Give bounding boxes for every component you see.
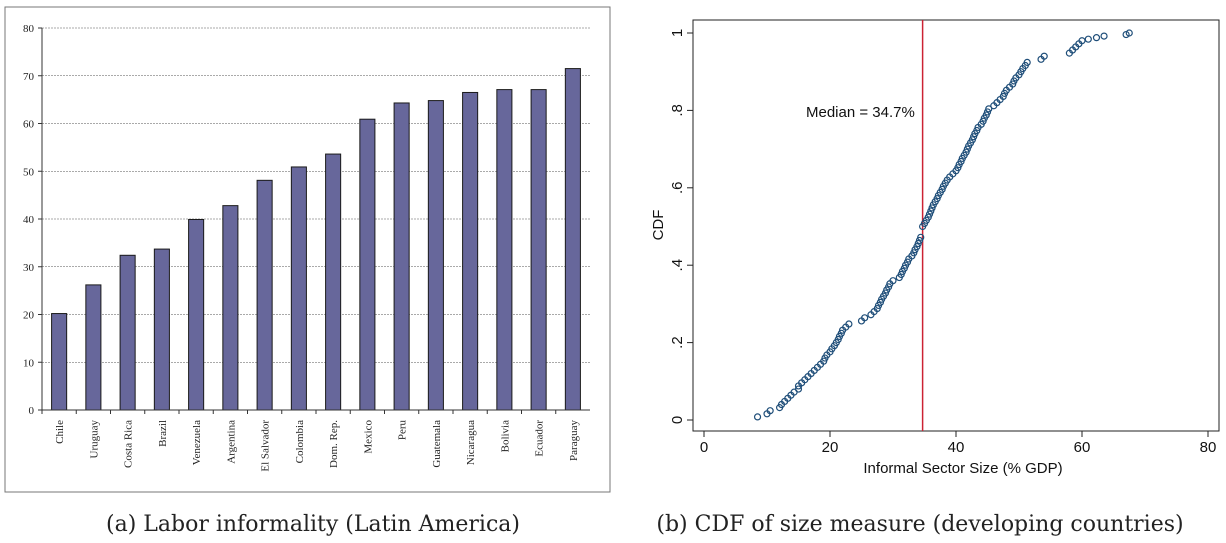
chart-b-points <box>753 29 1133 421</box>
cdf-point <box>1084 35 1092 43</box>
median-annotation: Median = 34.7% <box>806 104 915 121</box>
chart-b-y-tick-label: 1 <box>669 29 686 37</box>
chart-a-frame <box>4 6 611 493</box>
chart-b-x-ticks: 0 20 40 60 80 <box>700 431 1217 456</box>
chart-a-x-tick-label: Guatemala <box>431 420 443 468</box>
chart-b-y-tick-label: .8 <box>669 104 686 117</box>
bar-ecuador <box>530 89 547 411</box>
chart-a-y-ticks: 0 10 20 30 40 50 60 70 80 <box>23 23 42 417</box>
chart-a-x-tick-label: Uruguay <box>88 420 100 459</box>
chart-a-x-tick-label: Nicaragua <box>465 420 477 465</box>
bar-bolivia <box>496 89 513 411</box>
cdf-point <box>1125 29 1133 37</box>
chart-b-y-axis-label: CDF <box>650 210 667 241</box>
cdf-point <box>1040 52 1048 60</box>
chart-b-y-tick-label: 0 <box>669 416 686 424</box>
chart-a-x-tick-label: Argentina <box>225 420 237 464</box>
cdf-point <box>985 105 993 113</box>
bar-venezuela <box>188 218 205 411</box>
chart-a-x-tick-label: Dom. Rep. <box>328 420 340 468</box>
chart-b-y-tick-label: .6 <box>669 182 686 195</box>
chart-b-x-tick-label: 20 <box>822 439 839 456</box>
cdf-point <box>845 320 853 328</box>
panel-cdf-size-measure: 0 20 40 60 80 0 .2 .4 .6 .8 1 Median = 34.7% Info… <box>650 19 1220 477</box>
bar-chile <box>51 313 68 411</box>
bar-brazil <box>153 248 170 411</box>
chart-a-y-tick-label: 30 <box>23 262 35 274</box>
chart-a-y-tick-label: 70 <box>23 71 35 83</box>
chart-b-y-tick-label: .2 <box>669 336 686 349</box>
panel-labor-informality: 0 10 20 30 40 50 60 70 80 Chile Uruguay Costa Rica… <box>4 6 611 493</box>
chart-a-x-tick-label: Mexico <box>362 420 374 454</box>
chart-a-x-tick-label: Ecuador <box>534 420 546 457</box>
chart-b-x-tick-label: 80 <box>1200 439 1217 456</box>
chart-a-x-tick-label: Costa Rica <box>123 420 135 468</box>
bar-colombia <box>290 166 307 411</box>
chart-a-x-tick-label: Chile <box>54 420 66 444</box>
chart-b-x-tick-label: 0 <box>700 439 708 456</box>
chart-a-x-tick-label: El Salvador <box>260 420 272 472</box>
bar-paraguay <box>564 68 581 411</box>
chart-a-y-tick-label: 50 <box>23 166 35 178</box>
chart-a-x-tick-label: Brazil <box>157 420 169 447</box>
chart-b-y-ticks: 0 .2 .4 .6 .8 1 <box>669 29 693 424</box>
bar-uruguay <box>85 284 102 411</box>
chart-b-frame <box>692 19 1220 432</box>
bar-el-salvador <box>256 179 273 411</box>
cdf-point <box>794 385 803 393</box>
chart-a-y-tick-label: 40 <box>23 214 35 226</box>
chart-a-y-tick-label: 60 <box>23 119 35 131</box>
chart-a-x-tick-label: Peru <box>397 420 409 441</box>
cdf-point <box>861 314 869 322</box>
chart-a-x-tick-label: Bolivia <box>499 420 511 453</box>
cdf-point <box>753 413 762 421</box>
chart-a-y-tick-label: 20 <box>23 310 35 322</box>
chart-b-x-axis-label: Informal Sector Size (% GDP) <box>863 460 1062 477</box>
bar-peru <box>393 102 410 411</box>
bar-nicaragua <box>462 91 479 411</box>
cdf-point <box>1092 34 1101 42</box>
bar-guatemala <box>427 100 444 411</box>
bar-argentina <box>222 205 239 411</box>
chart-a-x-tick-label: Paraguay <box>568 420 580 461</box>
cdf-point <box>1023 58 1031 67</box>
chart-b-x-tick-label: 40 <box>948 439 965 456</box>
cdf-point <box>889 277 897 285</box>
chart-a-x-tick-label: Venezuela <box>191 420 203 465</box>
cdf-point <box>1100 32 1108 40</box>
chart-b-y-tick-label: .4 <box>669 259 686 272</box>
bar-costa-rica <box>119 254 136 411</box>
chart-a-y-tick-label: 80 <box>23 23 35 35</box>
chart-a-x-tick-label: Colombia <box>294 420 306 464</box>
chart-b-x-tick-label: 60 <box>1074 439 1091 456</box>
bar-dom-rep <box>325 153 342 411</box>
chart-a-y-tick-label: 10 <box>23 357 35 369</box>
chart-a-y-tick-label: 0 <box>29 405 35 417</box>
cdf-point <box>917 233 925 241</box>
caption-b: (b) CDF of size measure (developing coun… <box>656 512 1183 537</box>
chart-a-x-labels: Chile Uruguay Costa Rica Brazil Venezuela Arg… <box>41 410 580 472</box>
cdf-point <box>766 407 774 415</box>
cdf-point <box>1078 37 1086 45</box>
bar-mexico <box>359 118 376 411</box>
caption-a: (a) Labor informality (Latin America) <box>106 512 520 537</box>
